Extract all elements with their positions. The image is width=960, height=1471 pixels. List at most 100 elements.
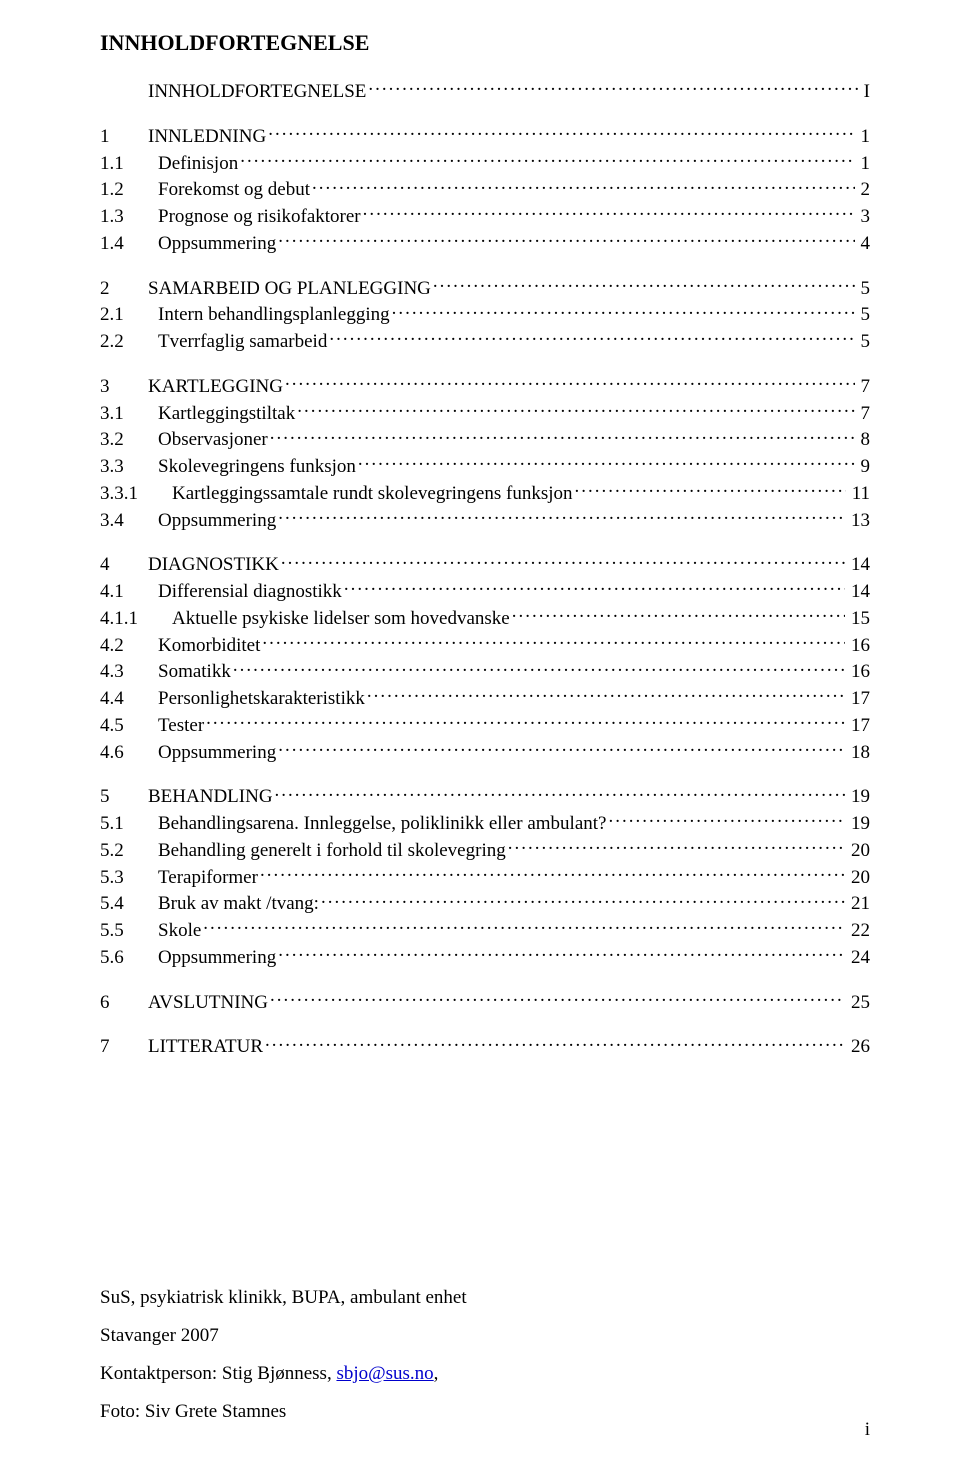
toc-row: 4.4Personlighetskarakteristikk 17: [100, 685, 870, 711]
toc-entry-label: Forekomst og debut: [158, 178, 310, 202]
toc-entry-page: 7: [857, 375, 871, 399]
toc-leader-dots: [260, 864, 845, 883]
toc-leader-dots: [262, 632, 845, 651]
toc-row: 4.1.1Aktuelle psykiske lidelser som hove…: [100, 605, 870, 631]
toc-entry-number: 3: [100, 375, 148, 399]
toc-entry-label: Skole: [158, 919, 201, 943]
toc-entry-page: 1: [857, 125, 871, 149]
footer-contact-prefix: Kontaktperson: Stig Bjønness,: [100, 1363, 336, 1384]
toc-entry-label: INNHOLDFORTEGNELSE: [148, 80, 366, 104]
toc-row: 6AVSLUTNING 25: [100, 989, 870, 1015]
toc-row: 5.2Behandling generelt i forhold til sko…: [100, 837, 870, 863]
toc-entry-number: 6: [100, 991, 148, 1015]
toc-entry-label: SAMARBEID OG PLANLEGGING: [148, 277, 431, 301]
toc-leader-dots: [508, 837, 845, 856]
toc-entry-label: Behandling generelt i forhold til skolev…: [158, 839, 506, 863]
toc-leader-dots: [275, 783, 845, 802]
toc-entry-page: I: [860, 80, 870, 104]
toc-entry-number: 4.4: [100, 687, 158, 711]
toc-entry-number: 5: [100, 785, 148, 809]
toc-leader-dots: [392, 301, 855, 320]
toc-entry-number: 4.1: [100, 580, 158, 604]
toc-entry-page: 1: [857, 152, 871, 176]
toc-row: 3KARTLEGGING 7: [100, 373, 870, 399]
toc-leader-dots: [285, 373, 854, 392]
footer-line-1: SuS, psykiatrisk klinikk, BUPA, ambulant…: [100, 1279, 870, 1317]
toc-entry-page: 16: [847, 634, 870, 658]
toc-entry-page: 5: [857, 330, 871, 354]
footer-contact-suffix: ,: [434, 1363, 439, 1384]
toc-entry-number: 5.6: [100, 946, 158, 970]
toc-entry-page: 16: [847, 660, 870, 684]
footer-block: SuS, psykiatrisk klinikk, BUPA, ambulant…: [100, 1279, 870, 1431]
toc-entry-label: Kartleggingssamtale rundt skolevegringen…: [172, 482, 573, 506]
toc-entry-label: Bruk av makt /tvang:: [158, 892, 319, 916]
toc-entry-page: 2: [857, 178, 871, 202]
toc-entry-number: 4.2: [100, 634, 158, 658]
toc-entry-page: 9: [857, 455, 871, 479]
toc-entry-number: 5.3: [100, 866, 158, 890]
toc-entry-number: 4.3: [100, 660, 158, 684]
toc-entry-number: 1.2: [100, 178, 158, 202]
toc-entry-page: 18: [847, 741, 870, 765]
toc-entry-label: BEHANDLING: [148, 785, 273, 809]
toc-entry-page: 24: [847, 946, 870, 970]
toc-row: 5.6Oppsummering 24: [100, 944, 870, 970]
footer-email-link[interactable]: sbjo@sus.no: [336, 1363, 433, 1384]
toc-entry-label: Oppsummering: [158, 946, 276, 970]
toc-entry-number: 2.2: [100, 330, 158, 354]
toc-entry-page: 19: [847, 785, 870, 809]
toc-entry-number: 3.2: [100, 428, 158, 452]
toc-entry-page: 17: [847, 687, 870, 711]
toc-row: 2.2Tverrfaglig samarbeid 5: [100, 328, 870, 354]
toc-entry-label: LITTERATUR: [148, 1035, 263, 1059]
toc-entry-number: 1.3: [100, 205, 158, 229]
toc-entry-number: 7: [100, 1035, 148, 1059]
toc-leader-dots: [233, 658, 845, 677]
toc-entry-number: 3.3: [100, 455, 158, 479]
toc-entry-page: 20: [847, 839, 870, 863]
toc-leader-dots: [358, 453, 855, 472]
toc-group-gap: [100, 257, 870, 275]
toc-leader-dots: [240, 150, 854, 169]
toc-entry-label: Komorbiditet: [158, 634, 260, 658]
toc-row: 1.2Forekomst og debut 2: [100, 176, 870, 202]
toc-row: INNHOLDFORTEGNELSE I: [100, 78, 870, 104]
toc-entry-number: 5.5: [100, 919, 158, 943]
toc-entry-page: 13: [847, 509, 870, 533]
toc-leader-dots: [278, 230, 854, 249]
toc-entry-page: 5: [857, 277, 871, 301]
toc-entry-page: 25: [847, 991, 870, 1015]
toc-entry-label: Differensial diagnostikk: [158, 580, 342, 604]
footer-line-2: Stavanger 2007: [100, 1317, 870, 1355]
toc-entry-number: 1: [100, 125, 148, 149]
toc-entry-page: 20: [847, 866, 870, 890]
toc-entry-label: Aktuelle psykiske lidelser som hovedvans…: [172, 607, 510, 631]
toc-group-gap: [100, 105, 870, 123]
toc-entry-page: 22: [847, 919, 870, 943]
toc-row: 4.5Tester 17: [100, 712, 870, 738]
toc-row: 4.1Differensial diagnostikk 14: [100, 578, 870, 604]
toc-row: 1.4Oppsummering 4: [100, 230, 870, 256]
toc-entry-label: Oppsummering: [158, 232, 276, 256]
toc-row: 5BEHANDLING 19: [100, 783, 870, 809]
toc-leader-dots: [265, 1033, 845, 1052]
toc-row: 5.4Bruk av makt /tvang: 21: [100, 890, 870, 916]
toc-entry-page: 21: [847, 892, 870, 916]
toc-entry-label: Behandlingsarena. Innleggelse, poliklini…: [158, 812, 606, 836]
toc-row: 3.1Kartleggingstiltak 7: [100, 400, 870, 426]
toc-row: 4DIAGNOSTIKK 14: [100, 551, 870, 577]
toc-group-gap: [100, 971, 870, 989]
toc-row: 3.4Oppsummering 13: [100, 507, 870, 533]
table-of-contents: INNHOLDFORTEGNELSE I1INNLEDNING 11.1Defi…: [100, 78, 870, 1059]
toc-leader-dots: [367, 685, 845, 704]
toc-entry-label: Intern behandlingsplanlegging: [158, 303, 390, 327]
toc-entry-page: 7: [857, 402, 871, 426]
toc-entry-label: Personlighetskarakteristikk: [158, 687, 365, 711]
toc-leader-dots: [297, 400, 854, 419]
toc-leader-dots: [329, 328, 854, 347]
toc-entry-number: 3.4: [100, 509, 158, 533]
toc-entry-number: 1.4: [100, 232, 158, 256]
toc-leader-dots: [270, 426, 855, 445]
toc-entry-label: INNLEDNING: [148, 125, 266, 149]
